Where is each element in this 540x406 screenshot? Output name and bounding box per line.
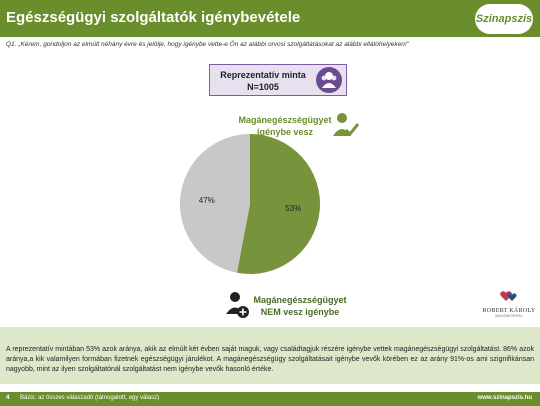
pie-chart: 53% 47% (180, 134, 321, 274)
footer-basis: Bázis: az összes válaszadó (támogatott, … (20, 395, 160, 401)
logo-text: Szinapszis (475, 13, 533, 25)
footer-url: www.szinapszis.hu (477, 395, 532, 401)
summary-text: A reprezentatív mintában 53% azok aránya… (6, 346, 534, 373)
label-notprivate-line2: NEM vesz igénybe (260, 307, 340, 317)
pie-label-2: 47% (199, 196, 215, 205)
header-bar: Egészségügyi szolgáltatók igénybevétele … (0, 0, 540, 37)
pie-slice-2 (180, 134, 250, 273)
label-private-uses: Magánegészségügyet igénybe vesz (226, 114, 344, 138)
label-private-line1: Magánegészségügyet (238, 115, 332, 125)
brand-name: ROBERT KÁROLY (482, 308, 536, 314)
brand-sub: MAGÁNKÓRHÁZ (495, 314, 523, 318)
label-notprivate-line1: Magánegészségügyet (253, 295, 347, 305)
sample-box: Reprezentatív minta N=1005 (209, 64, 347, 96)
robert-karoly-logo: ROBERT KÁROLY MAGÁNKÓRHÁZ (481, 289, 537, 325)
question-text: Q1. „Kérem, gondoljon az elmúlt néhány é… (6, 41, 410, 48)
person-check-icon (330, 110, 360, 145)
hearts-icon (500, 291, 517, 301)
summary-box: A reprezentatív mintában 53% azok aránya… (0, 327, 540, 384)
pie-slice-1 (236, 134, 321, 274)
szinapszis-logo: Szinapszis (475, 4, 533, 34)
pie-label-1: 53% (285, 204, 301, 213)
sample-label: Reprezentatív minta (220, 70, 306, 80)
page-number: 4 (6, 395, 10, 401)
sample-size: N=1005 (247, 82, 279, 92)
page-title: Egészségügyi szolgáltatók igénybevétele (6, 9, 301, 26)
label-private-line2: igénybe vesz (256, 127, 314, 137)
label-private-not-uses: Magánegészségügyet NEM vesz igénybe (240, 294, 360, 318)
people-icon (316, 67, 342, 93)
person-plus-icon (224, 290, 250, 325)
footer-bar: 4 Bázis: az összes válaszadó (támogatott… (0, 392, 540, 406)
